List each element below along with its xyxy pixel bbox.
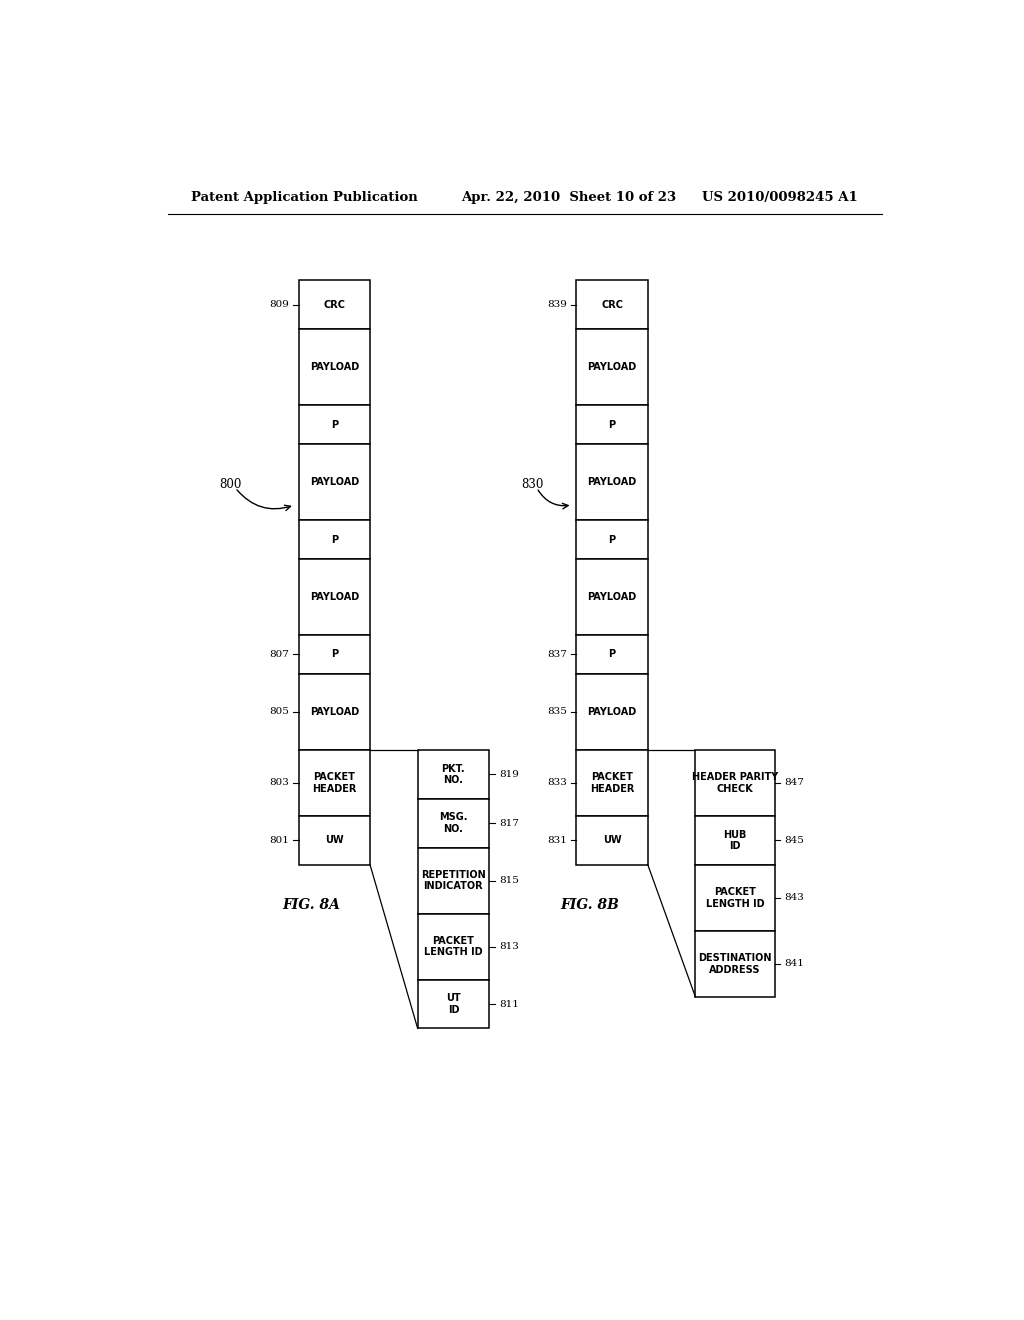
Text: 800: 800 — [219, 478, 242, 491]
Text: 809: 809 — [269, 300, 289, 309]
Bar — [695, 816, 775, 865]
Bar — [577, 280, 648, 329]
Text: PAYLOAD: PAYLOAD — [588, 591, 637, 602]
Text: MSG.
NO.: MSG. NO. — [439, 812, 468, 834]
Bar — [577, 444, 648, 520]
Bar — [299, 280, 370, 329]
Text: 833: 833 — [547, 779, 566, 788]
Text: UW: UW — [603, 836, 622, 845]
Bar — [299, 635, 370, 673]
Bar — [577, 329, 648, 405]
Text: PACKET
HEADER: PACKET HEADER — [312, 772, 356, 793]
Text: REPETITION
INDICATOR: REPETITION INDICATOR — [421, 870, 485, 891]
Text: P: P — [608, 535, 615, 545]
Bar — [299, 673, 370, 750]
Text: 843: 843 — [784, 894, 804, 903]
Bar — [418, 799, 489, 847]
Bar — [577, 750, 648, 816]
Bar — [299, 520, 370, 558]
Bar — [299, 558, 370, 635]
Text: 845: 845 — [784, 836, 804, 845]
Text: PAYLOAD: PAYLOAD — [588, 706, 637, 717]
Text: HUB
ID: HUB ID — [723, 829, 746, 851]
Bar — [299, 750, 370, 816]
Text: 817: 817 — [499, 818, 518, 828]
Text: 830: 830 — [521, 478, 543, 491]
Bar — [299, 816, 370, 865]
Bar — [299, 444, 370, 520]
Bar — [418, 750, 489, 799]
Text: PAYLOAD: PAYLOAD — [588, 477, 637, 487]
Text: 805: 805 — [269, 708, 289, 717]
Bar — [418, 847, 489, 913]
Text: CRC: CRC — [601, 300, 623, 310]
Bar — [418, 913, 489, 979]
Text: FIG. 8B: FIG. 8B — [560, 899, 620, 912]
Text: PAYLOAD: PAYLOAD — [588, 362, 637, 372]
Text: 801: 801 — [269, 836, 289, 845]
Text: 803: 803 — [269, 779, 289, 788]
Bar — [418, 979, 489, 1028]
Bar — [695, 865, 775, 931]
Text: FIG. 8A: FIG. 8A — [283, 899, 341, 912]
Text: 807: 807 — [269, 649, 289, 659]
Text: 837: 837 — [547, 649, 566, 659]
Text: Apr. 22, 2010  Sheet 10 of 23: Apr. 22, 2010 Sheet 10 of 23 — [461, 190, 677, 203]
Bar — [577, 558, 648, 635]
Text: HEADER PARITY
CHECK: HEADER PARITY CHECK — [692, 772, 778, 793]
Text: P: P — [331, 649, 338, 660]
Bar — [577, 816, 648, 865]
Text: PAYLOAD: PAYLOAD — [309, 591, 359, 602]
Text: US 2010/0098245 A1: US 2010/0098245 A1 — [702, 190, 858, 203]
Text: 815: 815 — [499, 876, 518, 884]
Text: CRC: CRC — [324, 300, 345, 310]
Bar — [577, 405, 648, 444]
Text: PAYLOAD: PAYLOAD — [309, 477, 359, 487]
Bar — [577, 520, 648, 558]
Text: DESTINATION
ADDRESS: DESTINATION ADDRESS — [698, 953, 772, 974]
Text: 847: 847 — [784, 779, 804, 788]
Text: 839: 839 — [547, 300, 566, 309]
Text: 841: 841 — [784, 960, 804, 969]
Text: 819: 819 — [499, 770, 518, 779]
Text: P: P — [608, 420, 615, 430]
Bar — [299, 329, 370, 405]
Text: PACKET
LENGTH ID: PACKET LENGTH ID — [424, 936, 482, 957]
Text: Patent Application Publication: Patent Application Publication — [191, 190, 418, 203]
Text: P: P — [608, 649, 615, 660]
Text: 813: 813 — [499, 942, 518, 952]
Text: UT
ID: UT ID — [446, 993, 461, 1015]
Text: 835: 835 — [547, 708, 566, 717]
Text: PAYLOAD: PAYLOAD — [309, 362, 359, 372]
Text: PAYLOAD: PAYLOAD — [309, 706, 359, 717]
Bar — [695, 750, 775, 816]
Text: PACKET
HEADER: PACKET HEADER — [590, 772, 634, 793]
Bar — [577, 635, 648, 673]
Text: PACKET
LENGTH ID: PACKET LENGTH ID — [706, 887, 765, 908]
Text: P: P — [331, 535, 338, 545]
Text: PKT.
NO.: PKT. NO. — [441, 763, 465, 785]
Text: UW: UW — [325, 836, 344, 845]
Bar — [577, 673, 648, 750]
Text: P: P — [331, 420, 338, 430]
Bar — [695, 931, 775, 997]
Text: 831: 831 — [547, 836, 566, 845]
Bar — [299, 405, 370, 444]
Text: 811: 811 — [499, 999, 518, 1008]
